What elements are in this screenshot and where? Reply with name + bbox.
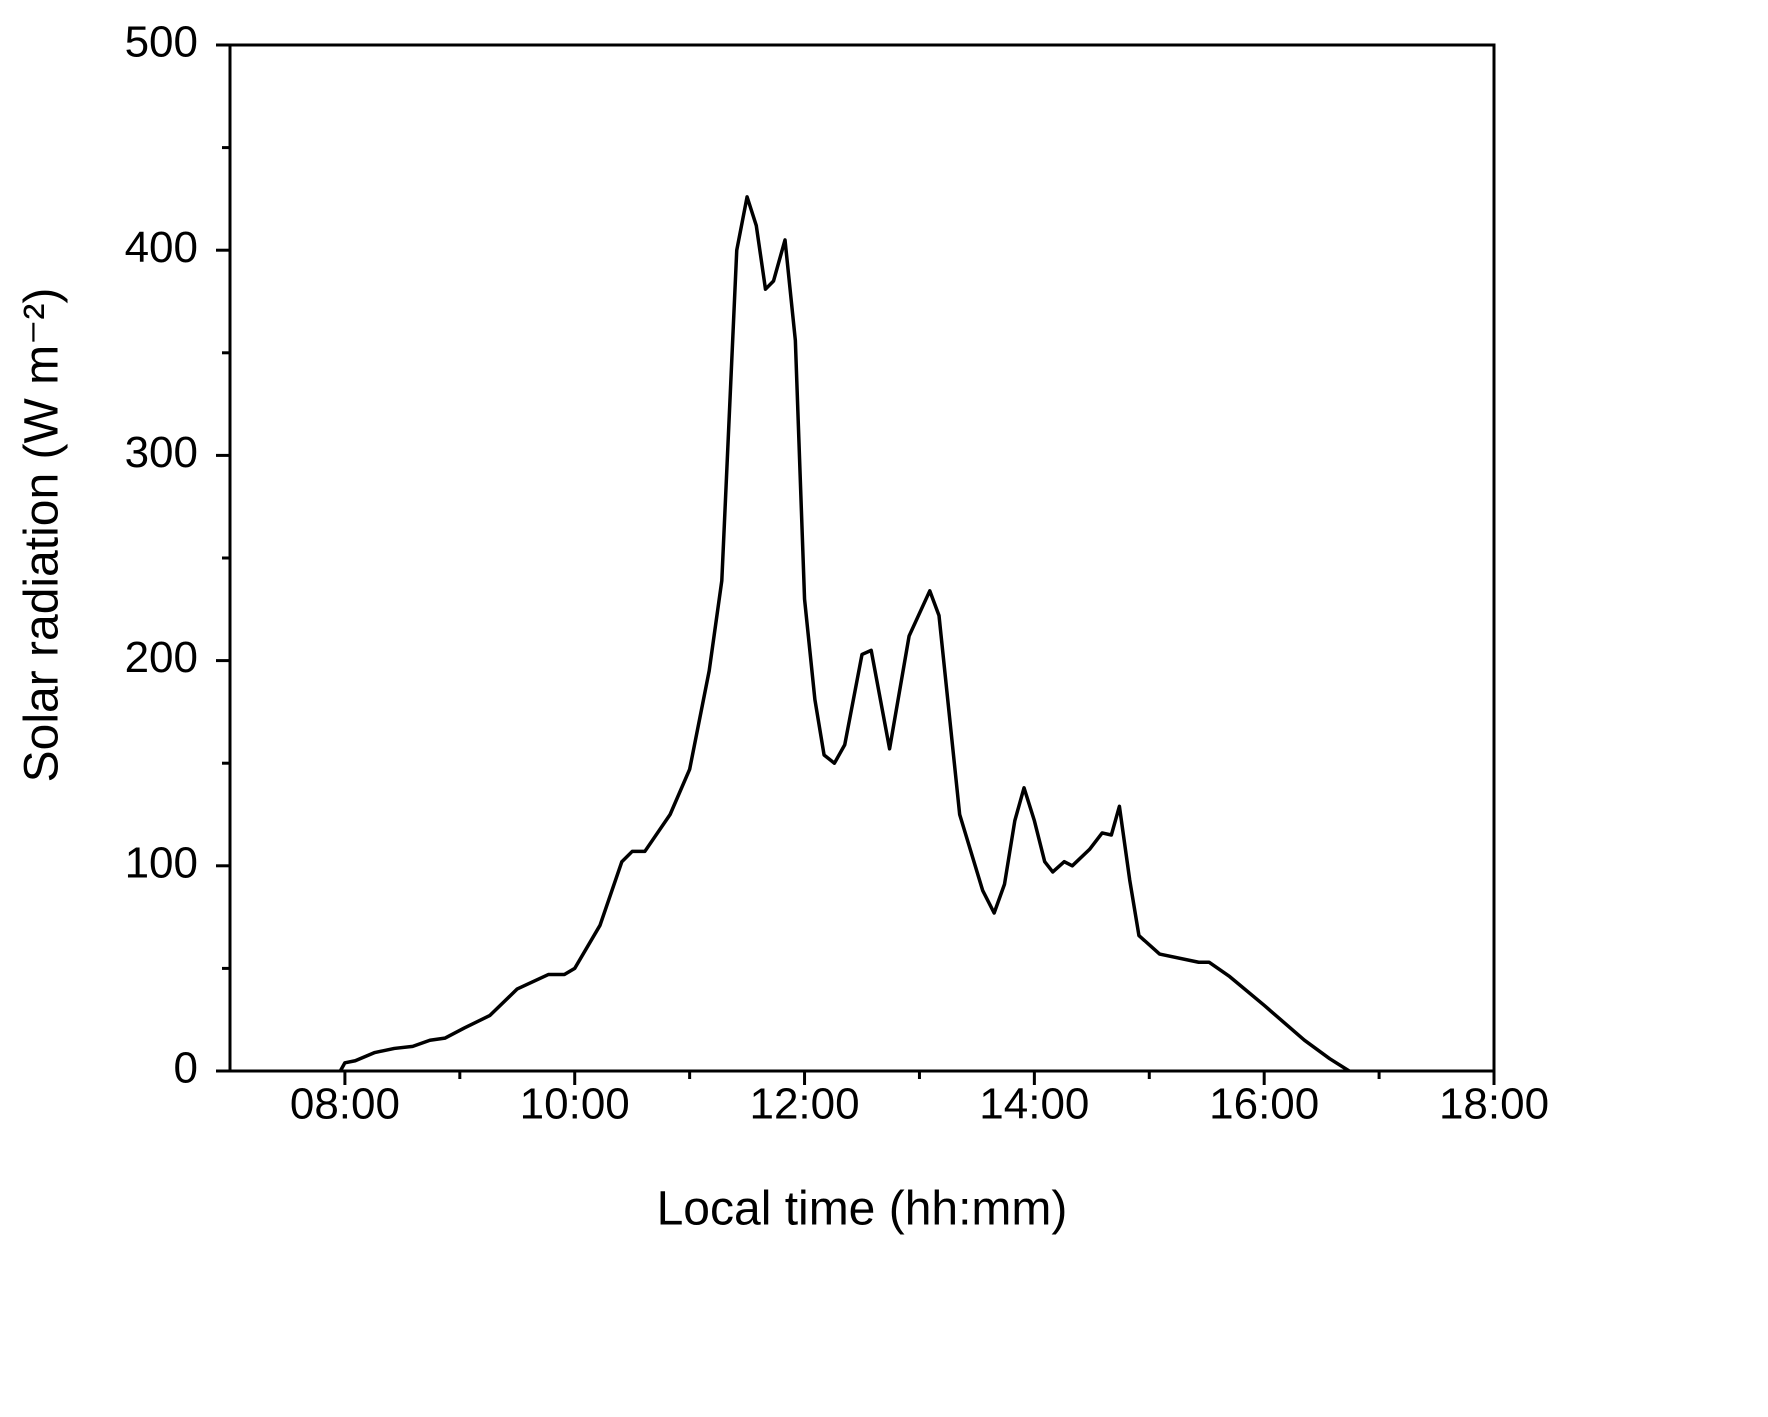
y-tick-label: 500 <box>125 18 198 67</box>
line-series <box>338 195 1351 1073</box>
y-axis-title: Solar radiation (W m⁻²) <box>16 288 69 783</box>
x-tick-label: 18:00 <box>1439 1080 1549 1129</box>
x-tick-label: 16:00 <box>1209 1080 1319 1129</box>
y-tick-label: 100 <box>125 838 198 887</box>
x-tick-label: 10:00 <box>520 1080 630 1129</box>
plot-frame <box>228 43 1496 1073</box>
y-tick-label: 300 <box>125 428 198 477</box>
y-tick-label: 400 <box>125 223 198 272</box>
x-tick-label: 08:00 <box>290 1080 400 1129</box>
y-tick-label: 0 <box>174 1044 198 1093</box>
x-tick-label: 12:00 <box>749 1080 859 1129</box>
x-tick-label: 14:00 <box>979 1080 1089 1129</box>
x-axis-title: Local time (hh:mm) <box>657 1183 1068 1236</box>
y-tick-label: 200 <box>125 633 198 682</box>
